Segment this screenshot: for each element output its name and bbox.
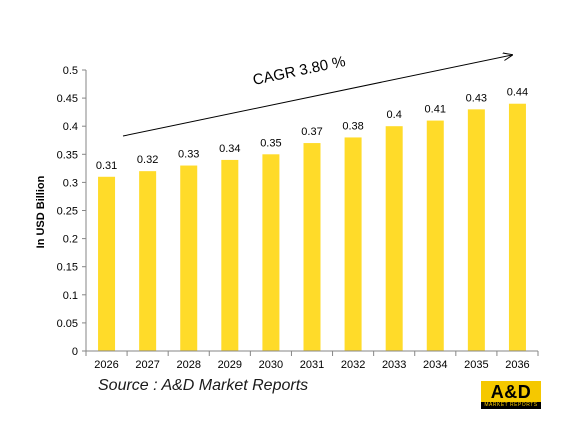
bar-2030 xyxy=(262,154,280,351)
x-tick-label-2032: 2032 xyxy=(341,359,365,371)
data-label-2035: 0.43 xyxy=(466,92,487,104)
cagr-annotation: CAGR 3.80 % xyxy=(251,53,347,89)
bar-2035 xyxy=(467,109,485,351)
x-tick-label-2033: 2033 xyxy=(382,359,406,371)
bar-2029 xyxy=(221,159,239,351)
y-tick-label-0.3: 0.3 xyxy=(63,177,78,189)
bars-layer xyxy=(98,103,526,351)
y-tick-label-0.25: 0.25 xyxy=(57,206,78,218)
logo-subtext: MARKET REPORTS xyxy=(484,402,538,408)
bar-2027 xyxy=(139,171,157,351)
bar-2036 xyxy=(508,103,526,351)
bar-2031 xyxy=(303,143,321,351)
bar-2034 xyxy=(426,120,444,351)
x-tick-label-2028: 2028 xyxy=(176,359,200,371)
y-tick-label-0.4: 0.4 xyxy=(63,121,78,133)
y-tick-label-0.1: 0.1 xyxy=(63,290,78,302)
x-tick-label-2029: 2029 xyxy=(218,359,242,371)
bar-2033 xyxy=(385,126,403,351)
y-tick-label-0.2: 0.2 xyxy=(63,234,78,246)
data-label-2033: 0.4 xyxy=(387,109,402,121)
logo-text: A&D xyxy=(481,381,541,402)
y-tick-label-0: 0 xyxy=(72,346,78,358)
y-axis-title: In USD Billion xyxy=(35,175,47,248)
y-tick-label-0.5: 0.5 xyxy=(63,65,78,77)
y-tick-label-0.35: 0.35 xyxy=(57,149,78,161)
y-tick-label-0.15: 0.15 xyxy=(57,262,78,274)
x-tick-label-2035: 2035 xyxy=(464,359,488,371)
x-tick-label-2030: 2030 xyxy=(259,359,283,371)
x-tick-label-2034: 2034 xyxy=(423,359,447,371)
logo: A&D MARKET REPORTS xyxy=(481,381,541,409)
x-tick-label-2036: 2036 xyxy=(505,359,529,371)
data-label-2029: 0.34 xyxy=(219,143,240,155)
bar-2032 xyxy=(344,137,362,351)
y-tick-label-0.45: 0.45 xyxy=(57,93,78,105)
axes-layer: 2026 2027 2028 2029 2030 2031 2032 2033 2034 2035… xyxy=(57,65,539,371)
x-tick-label-2026: 2026 xyxy=(94,359,118,371)
source-caption: Source : A&D Market Reports xyxy=(98,377,309,394)
data-label-2032: 0.38 xyxy=(342,120,363,132)
data-label-2034: 0.41 xyxy=(425,104,446,116)
data-label-2036: 0.44 xyxy=(507,87,528,99)
x-tick-label-2027: 2027 xyxy=(135,359,159,371)
cagr-arrow xyxy=(122,55,512,137)
data-label-2027: 0.32 xyxy=(137,154,158,166)
bar-2028 xyxy=(180,165,198,351)
data-label-2026: 0.31 xyxy=(96,160,117,172)
labels-layer: 0.31 0.32 0.33 0.34 0.35 0.37 0.38 0.4 0.41 0.43 0… xyxy=(96,87,528,172)
y-tick-label-0.05: 0.05 xyxy=(57,318,78,330)
data-label-2030: 0.35 xyxy=(260,137,281,149)
bar-2026 xyxy=(98,176,116,351)
x-tick-label-2031: 2031 xyxy=(300,359,324,371)
data-label-2031: 0.37 xyxy=(301,126,322,138)
data-label-2028: 0.33 xyxy=(178,149,199,161)
